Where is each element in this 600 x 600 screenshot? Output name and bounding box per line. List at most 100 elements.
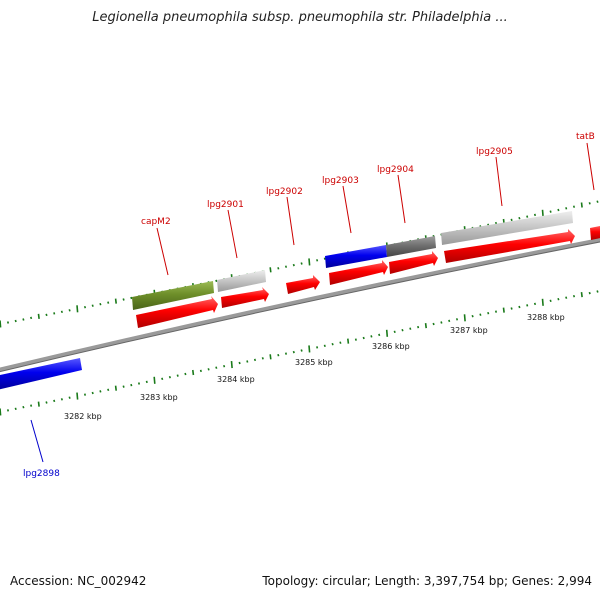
gene-lpg2904-forward[interactable] [389,251,438,274]
inner-tick [510,307,513,310]
outer-tick [6,321,10,324]
gene-label-lpg2903[interactable]: lpg2903 [322,176,359,186]
inner-tick [215,366,218,369]
outer-tick [557,208,560,212]
inner-tick [153,376,156,384]
gene-label-tatb[interactable]: tatB [576,132,595,142]
inner-tick [526,304,529,307]
inner-tick [83,393,87,396]
outer-tick [316,259,319,262]
inner-tick [99,390,102,393]
backbone [0,237,600,373]
feature-lpg2905-pseudo[interactable] [441,211,573,245]
inner-tick [518,305,521,309]
inner-tick [417,325,420,329]
gene-label-lpg2898[interactable]: lpg2898 [23,469,60,479]
outer-tick [22,318,25,321]
inner-tick [393,330,396,334]
inner-tick [549,299,552,303]
forward-genes [136,225,600,328]
inner-tick [45,401,48,404]
gene-lpg2902-forward[interactable] [286,275,320,294]
feature-capm2[interactable] [132,281,214,310]
inner-tick [565,296,568,299]
outer-tick [518,216,521,220]
inner-tick [471,314,474,318]
feature-lpg2904-dark[interactable] [386,236,436,257]
kbp-label-3284: 3284 kbp [217,375,255,384]
outer-tick [308,258,311,266]
inner-tick [269,354,272,360]
inner-tick [455,318,459,321]
inner-tick [284,352,288,355]
outer-tick [572,205,576,208]
inner-tick [300,349,303,352]
gene-tatb-forward[interactable] [590,225,600,240]
gene-capm2-forward[interactable] [136,296,218,328]
inner-tick [60,398,63,401]
gene-label-lpg2902[interactable]: lpg2902 [266,187,303,197]
inner-tick [354,338,357,341]
gene-label-lpg2905[interactable]: lpg2905 [476,147,513,157]
inner-tick [6,409,10,412]
outer-tick [215,279,218,283]
outer-tick [91,304,94,307]
inner-tick [207,368,210,371]
gene-lpg2905-forward[interactable] [444,229,575,263]
inner-tick [448,319,451,323]
leader-tatb [586,142,595,191]
leader-lpg2901 [227,209,238,259]
inner-tick [588,291,591,295]
outer-tick [76,305,79,313]
inner-tick [292,350,295,354]
inner-tick [541,298,544,306]
gene-label-lpg2901[interactable]: lpg2901 [207,200,244,210]
outer-tick [300,262,303,265]
gene-lpg2903-forward[interactable] [329,260,388,285]
outer-tick [130,296,133,300]
inner-tick [479,313,482,316]
gene-lpg2901-forward[interactable] [221,287,269,308]
inner-tick [199,369,202,373]
outer-tick [114,298,117,304]
inner-tick [424,323,427,329]
inner-tick [533,302,537,306]
outer-tick [53,312,56,315]
outer-tick [541,209,544,217]
inner-tick [14,407,17,411]
inner-tick [261,357,264,360]
inner-tick [145,380,148,384]
inner-tick [370,335,373,338]
gene-label-lpg2904[interactable]: lpg2904 [377,165,414,175]
inner-tick [572,294,576,298]
outer-tick [588,202,591,205]
inner-tick [409,327,412,330]
leader-capm2 [156,227,169,276]
outer-tick [565,207,568,210]
outer-tick [526,215,529,218]
outer-tick [292,263,295,267]
outer-tick [510,218,513,222]
gene-lpg2898-reverse[interactable] [0,358,82,390]
outer-tick [596,200,599,203]
inner-tick [347,338,350,344]
inner-tick [0,408,2,416]
inner-tick [238,361,241,365]
inner-tick [122,385,125,388]
inner-tick [91,391,94,395]
outer-tick [37,313,40,319]
kbp-label-3286: 3286 kbp [372,342,410,351]
inner-tick [596,290,599,293]
inner-tick [230,361,233,369]
inner-tick [323,344,326,348]
inner-tick [68,396,71,399]
outer-tick [68,309,71,312]
outer-tick [83,305,87,309]
outer-tick [284,265,288,268]
gene-label-capm2[interactable]: capM2 [141,217,171,227]
kbp-label-3285: 3285 kbp [295,358,333,367]
feature-lpg2903-blue[interactable] [325,245,387,268]
inner-tick [401,328,404,332]
feature-lpg2901-pseudo[interactable] [217,270,266,292]
